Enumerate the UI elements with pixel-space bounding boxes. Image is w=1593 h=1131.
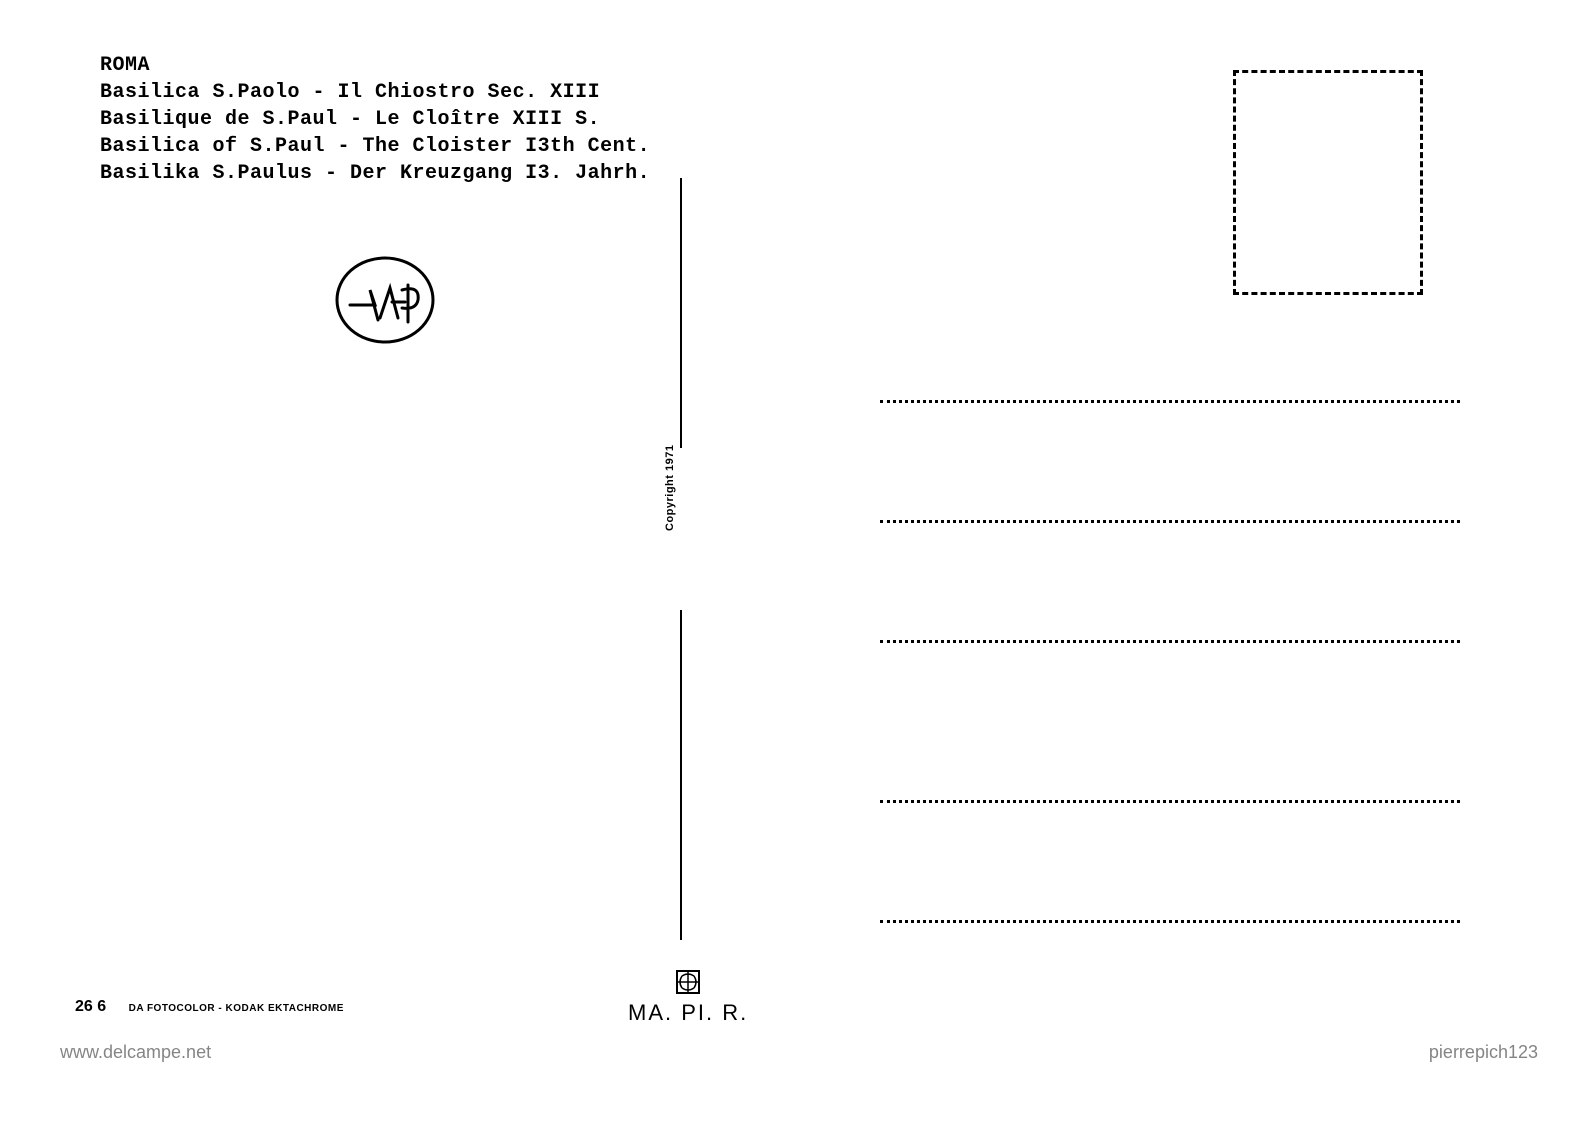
center-divider-top — [680, 178, 682, 448]
watermark-right: pierrepich123 — [1429, 1042, 1538, 1063]
publisher-name: MA. PI. R. — [628, 1000, 748, 1026]
copyright-text: Copyright 1971 — [664, 445, 676, 531]
caption-line-fr: Basilique de S.Paul - Le Cloître XIII S. — [100, 106, 650, 133]
photo-credit: DA FOTOCOLOR - KODAK EKTACHROME — [129, 1003, 344, 1014]
card-number: 26 6 — [75, 998, 106, 1015]
caption-line-it: Basilica S.Paolo - Il Chiostro Sec. XIII — [100, 79, 650, 106]
title-block: ROMA Basilica S.Paolo - Il Chiostro Sec.… — [100, 52, 650, 187]
address-line-4 — [880, 800, 1460, 803]
address-line-1 — [880, 400, 1460, 403]
handwritten-mark — [330, 250, 450, 360]
publisher-logo-block: MA. PI. R. — [628, 970, 748, 1026]
address-line-5 — [880, 920, 1460, 923]
address-line-3 — [880, 640, 1460, 643]
caption-line-en: Basilica of S.Paul - The Cloister I3th C… — [100, 133, 650, 160]
bottom-left-credits: 26 6 DA FOTOCOLOR - KODAK EKTACHROME — [75, 998, 344, 1016]
address-line-2 — [880, 520, 1460, 523]
watermark-left: www.delcampe.net — [60, 1042, 211, 1063]
publisher-logo-icon — [676, 970, 700, 994]
stamp-placeholder — [1233, 70, 1423, 295]
center-divider-bottom — [680, 610, 682, 940]
postcard-heading: ROMA — [100, 52, 650, 79]
caption-line-de: Basilika S.Paulus - Der Kreuzgang I3. Ja… — [100, 160, 650, 187]
